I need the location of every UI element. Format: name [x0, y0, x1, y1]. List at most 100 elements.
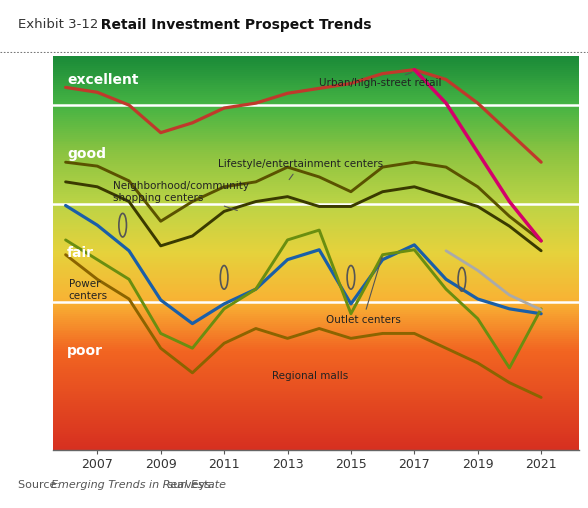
Bar — [53, 196, 579, 198]
Bar — [53, 351, 579, 353]
Bar — [53, 170, 579, 172]
Bar — [53, 141, 579, 142]
Text: Neighborhood/community
shopping centers: Neighborhood/community shopping centers — [113, 181, 249, 210]
Bar — [53, 333, 579, 335]
Bar — [53, 328, 579, 330]
Bar — [53, 60, 579, 62]
Bar — [53, 343, 579, 345]
Bar — [53, 72, 579, 74]
Bar — [53, 68, 579, 70]
Bar — [53, 259, 579, 261]
Bar — [53, 400, 579, 402]
Bar — [53, 369, 579, 371]
Bar — [53, 107, 579, 109]
Bar — [53, 78, 579, 80]
Bar — [53, 148, 579, 150]
Bar — [53, 430, 579, 432]
Bar — [53, 221, 579, 223]
Bar — [53, 416, 579, 418]
Bar — [53, 219, 579, 221]
Bar — [53, 404, 579, 406]
Bar — [53, 377, 579, 379]
Bar — [53, 432, 579, 434]
Bar — [53, 280, 579, 282]
Bar — [53, 184, 579, 186]
Bar — [53, 58, 579, 60]
Bar — [53, 103, 579, 105]
Bar — [53, 324, 579, 326]
Bar — [53, 286, 579, 288]
Bar — [53, 318, 579, 320]
Bar — [53, 83, 579, 85]
Bar — [53, 341, 579, 343]
Text: Outlet centers: Outlet centers — [326, 258, 400, 325]
Bar — [53, 332, 579, 333]
Bar — [53, 278, 579, 280]
Bar — [53, 215, 579, 217]
Bar — [53, 213, 579, 215]
Bar — [53, 85, 579, 87]
Bar — [53, 326, 579, 328]
Bar — [53, 125, 579, 126]
Bar — [53, 105, 579, 107]
Bar — [53, 274, 579, 276]
Bar — [53, 446, 579, 448]
Bar — [53, 422, 579, 424]
Bar — [53, 115, 579, 117]
Bar — [53, 284, 579, 286]
Bar — [53, 87, 579, 89]
Bar — [53, 298, 579, 300]
Bar — [53, 162, 579, 164]
Bar — [53, 62, 579, 64]
Text: Retail Investment Prospect Trends: Retail Investment Prospect Trends — [91, 18, 372, 32]
Bar — [53, 383, 579, 385]
Bar — [53, 265, 579, 267]
Bar — [53, 66, 579, 68]
Text: Emerging Trends in Real Estate: Emerging Trends in Real Estate — [51, 480, 226, 490]
Bar — [53, 198, 579, 200]
Text: Power
centers: Power centers — [69, 279, 108, 301]
Bar — [53, 133, 579, 135]
Bar — [53, 330, 579, 331]
Bar — [53, 339, 579, 341]
Bar — [53, 182, 579, 184]
Bar — [53, 243, 579, 245]
Bar — [53, 363, 579, 365]
Bar — [53, 168, 579, 170]
Bar — [53, 233, 579, 235]
Bar — [53, 127, 579, 129]
Bar — [53, 76, 579, 78]
Bar — [53, 101, 579, 103]
Bar — [53, 144, 579, 146]
Bar — [53, 268, 579, 270]
Bar — [53, 408, 579, 410]
Bar — [53, 194, 579, 196]
Bar — [53, 117, 579, 119]
Text: excellent: excellent — [67, 73, 139, 86]
Bar — [53, 164, 579, 166]
Bar — [53, 217, 579, 219]
Bar — [53, 308, 579, 310]
Bar — [53, 355, 579, 357]
Bar — [53, 225, 579, 227]
Bar — [53, 272, 579, 274]
Bar — [53, 443, 579, 446]
Bar — [53, 310, 579, 312]
Bar — [53, 99, 579, 101]
Bar — [53, 172, 579, 174]
Bar — [53, 237, 579, 239]
Bar — [53, 211, 579, 213]
Bar — [53, 359, 579, 361]
Bar — [53, 200, 579, 202]
Bar — [53, 302, 579, 304]
Bar — [53, 385, 579, 387]
Bar — [53, 89, 579, 91]
Bar — [53, 389, 579, 391]
Bar — [53, 288, 579, 290]
Bar — [53, 375, 579, 377]
Bar — [53, 347, 579, 349]
Bar — [53, 160, 579, 162]
Bar — [53, 241, 579, 243]
Bar — [53, 393, 579, 394]
Bar — [53, 111, 579, 113]
